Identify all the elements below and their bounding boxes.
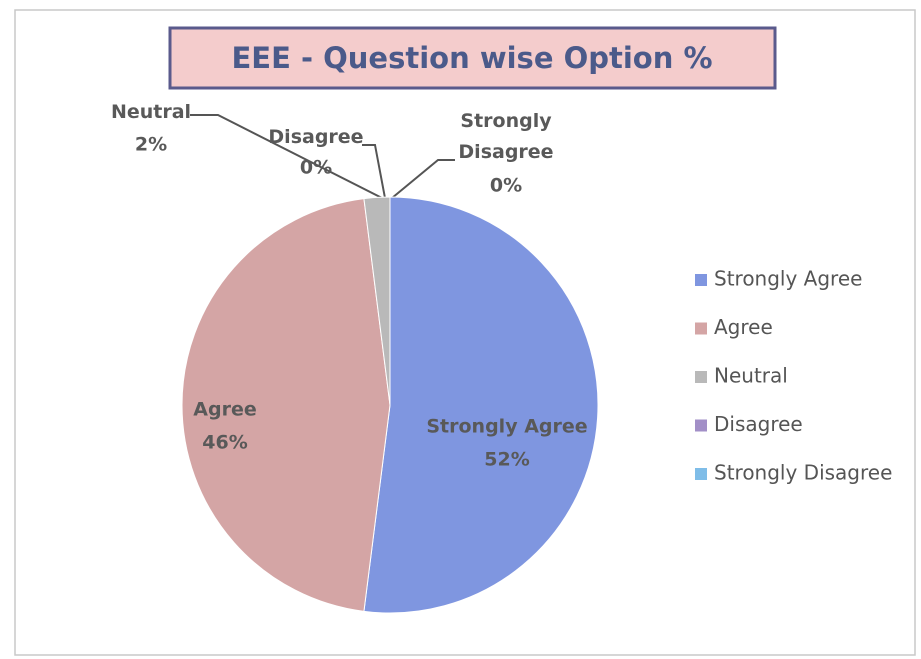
legend-label: Agree <box>714 315 773 339</box>
data-label-value: 0% <box>300 157 332 179</box>
legend-swatch <box>695 274 707 286</box>
legend-label: Strongly Disagree <box>714 461 892 485</box>
data-label-name: Strongly Disagree <box>458 110 554 163</box>
data-label-name: Neutral <box>110 101 192 123</box>
legend-swatch <box>695 322 707 335</box>
data-label-name: Agree <box>193 399 256 421</box>
legend-label: Neutral <box>714 364 788 388</box>
leader-line <box>362 144 386 199</box>
leader-line <box>190 114 383 199</box>
legend-label: Disagree <box>714 412 803 436</box>
data-label-name: Disagree <box>268 126 364 148</box>
data-label-value: 52% <box>484 449 529 471</box>
legend-swatch <box>695 371 707 383</box>
pie-slice <box>181 198 391 612</box>
leader-line <box>391 159 455 199</box>
legend-swatch <box>695 468 707 480</box>
pie-slice <box>363 196 599 614</box>
data-label-value: 46% <box>202 432 247 454</box>
data-label-name: Strongly Disagree <box>458 110 554 163</box>
data-label-name: Disagree <box>268 126 364 148</box>
legend-label: Strongly Agree <box>714 267 862 291</box>
chart-title: EEE - Question wise Option % <box>231 41 712 75</box>
data-label-value: 0% <box>490 175 522 197</box>
data-label-value: 2% <box>135 134 167 156</box>
data-label-name: Neutral <box>110 101 192 123</box>
title-box <box>168 26 777 90</box>
legend-swatch <box>695 419 707 432</box>
data-label-name: Strongly Agree <box>426 416 587 438</box>
